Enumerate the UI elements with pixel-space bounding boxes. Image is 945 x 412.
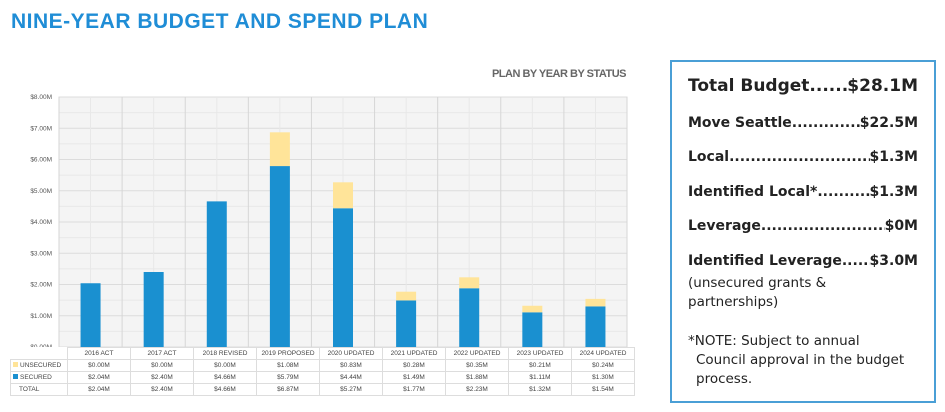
data-label: $0.83M [319,359,383,372]
bar-unsecured [269,132,290,167]
data-label: $0.00M [193,359,257,372]
bar-secured [269,166,290,347]
table-row-total: TOTAL $2.04M $2.40M $4.66M $6.87M $5.27M $1.77… [10,383,635,396]
data-label: $6.87M [256,383,320,396]
data-label: $2.23M [445,383,509,396]
data-label: $1.49M [382,371,446,384]
data-label: $2.40M [130,371,194,384]
summary-label: Total Budget [688,76,810,96]
data-label: $4.44M [319,371,383,384]
legend-label: SECURED [20,374,52,381]
x-tick-label: 2022 UPDATED [445,347,509,360]
x-tick-label: 2023 UPDATED [508,347,572,360]
y-tick-label: $5.00M [30,188,52,195]
bar-unsecured [333,182,353,209]
y-tick-label: $3.00M [30,250,52,257]
data-label: $1.77M [382,383,446,396]
summary-item: Leverage $0M [688,218,918,234]
x-tick-label: 2021 UPDATED [382,347,446,360]
legend-swatch-unsecured [13,362,18,367]
bar-unsecured [459,277,480,289]
y-tick-label: $8.00M [30,94,52,101]
data-label: $0.35M [445,359,509,372]
row-label: TOTAL [10,383,68,396]
page-title: NINE-YEAR BUDGET AND SPEND PLAN [11,10,429,33]
y-tick-label: $4.00M [30,219,52,226]
data-label: $1.11M [508,371,572,384]
summary-item: Identified Local* $1.3M [688,184,918,200]
data-label: $1.30M [571,371,635,384]
data-label: $0.21M [508,359,572,372]
table-row-unsecured: UNSECURED $0.00M $0.00M $0.00M $1.08M $0.83M $… [10,359,635,372]
legend-label: UNSECURED [20,362,62,369]
data-label: $0.24M [571,359,635,372]
bar-unsecured [396,291,417,301]
data-label: $0.00M [130,359,194,372]
bar-secured [80,283,101,347]
summary-label: Identified Local* [688,184,818,200]
data-label: $0.00M [67,359,131,372]
budget-summary-box: Total Budget $28.1M Move Seattle $22.5M L… [670,60,936,403]
data-label: $0.28M [382,359,446,372]
summary-item: Move Seattle $22.5M [688,115,918,131]
footnote: *NOTE: Subject to annual Council approval… [688,332,928,389]
footnote-line: *NOTE: Subject to annual [688,333,860,349]
bar-secured [459,288,480,347]
data-label: $4.66M [193,383,257,396]
y-tick-label: $6.00M [30,157,52,164]
summary-value: $3.0M [869,253,918,269]
bar-unsecured [522,305,543,313]
summary-label: Local [688,149,730,165]
summary-label: Identified Leverage [688,253,842,269]
y-tick-label: $7.00M [30,125,52,132]
summary-item: Local $1.3M [688,149,918,165]
y-tick-label: $1.00M [30,313,52,320]
data-label: $2.40M [130,383,194,396]
table-row-secured: SECURED $2.04M $2.40M $4.66M $5.79M $4.44M $1.… [10,371,635,384]
x-tick-label: 2019 PROPOSED [256,347,320,360]
summary-total: Total Budget $28.1M [688,76,918,96]
summary-value: $1.3M [869,149,918,165]
y-tick-label: $2.00M [30,282,52,289]
x-tick-label: 2018 REVISED [193,347,257,360]
bar-secured [585,306,606,347]
summary-value: $1.3M [869,184,918,200]
x-tick-label: 2024 UPDATED [571,347,635,360]
data-label: $5.79M [256,371,320,384]
summary-label: Move Seattle [688,115,792,131]
legend-swatch-secured [13,374,18,379]
data-label: $1.08M [256,359,320,372]
bar-secured [396,300,417,347]
summary-item: Identified Leverage $3.0M [688,253,918,269]
data-label: $2.04M [67,371,131,384]
x-tick-label: 2017 ACT [130,347,194,360]
footnote-line: Council approval in the budget process. [696,352,905,387]
data-label: $4.66M [193,371,257,384]
bar-secured [333,208,353,347]
leverage-note: (unsecured grants & partnerships) [688,275,827,310]
data-label: $1.88M [445,371,509,384]
chart-title: PLAN BY YEAR BY STATUS [491,68,627,80]
summary-value: $22.5M [859,115,918,131]
bar-unsecured [585,298,606,307]
summary-value: $0M [884,218,918,234]
summary-label: Leverage [688,218,761,234]
data-label: $2.04M [67,383,131,396]
data-table: 2016 ACT 2017 ACT 2018 REVISED 2019 PROPOSE… [10,347,635,396]
bar-secured [206,201,227,347]
data-label: $1.54M [571,383,635,396]
y-tick-label: $0.00M [30,344,52,347]
bar-chart: $0.00M $1.00M $2.00M $3.00M $4.00M $5.00M $6.0… [30,94,628,347]
data-label: $5.27M [319,383,383,396]
x-tick-label: 2016 ACT [67,347,131,360]
bar-secured [143,272,164,347]
data-label: $1.32M [508,383,572,396]
summary-value: $28.1M [847,76,918,96]
table-header-row: 2016 ACT 2017 ACT 2018 REVISED 2019 PROPOSE… [11,347,635,360]
x-tick-label: 2020 UPDATED [319,347,383,360]
bar-secured [522,312,543,347]
